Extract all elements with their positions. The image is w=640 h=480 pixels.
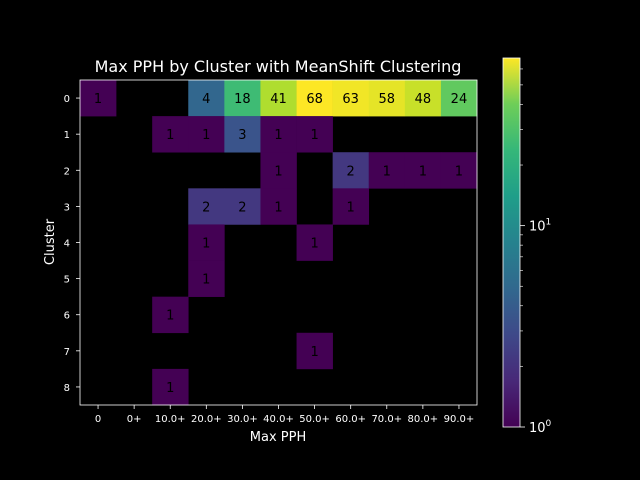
x-tick-label: 20.0+ [191, 414, 222, 425]
cell-value-label: 1 [310, 128, 318, 143]
y-tick-label: 0 [64, 94, 70, 105]
heatmap-cell [440, 80, 478, 117]
cell-value-label: 3 [238, 128, 246, 143]
cell-value-label: 1 [202, 273, 210, 288]
y-tick-label: 4 [64, 239, 70, 250]
cell-value-label: 1 [274, 164, 282, 179]
x-tick-label: 40.0+ [263, 414, 294, 425]
x-tick-label: 70.0+ [371, 414, 402, 425]
x-tick-label: 0+ [127, 414, 142, 425]
x-tick-label: 50.0+ [299, 414, 330, 425]
y-tick-label: 5 [64, 275, 70, 286]
cell-value-label: 58 [378, 92, 395, 107]
cell-value-label: 1 [274, 200, 282, 215]
cell-value-label: 1 [274, 128, 282, 143]
heatmap-cell [188, 116, 225, 153]
y-tick-label: 3 [64, 202, 70, 213]
cell-value-label: 2 [238, 200, 246, 215]
cell-value-label: 1 [347, 200, 355, 215]
y-tick-label: 6 [64, 311, 70, 322]
cell-value-label: 2 [347, 164, 355, 179]
cell-value-label: 1 [310, 237, 318, 252]
heatmap-cell [440, 152, 478, 189]
heatmap-cell [368, 80, 406, 117]
cell-value-label: 68 [306, 92, 323, 107]
heatmap-cell [332, 152, 370, 189]
heatmap-cell [188, 80, 225, 117]
cell-value-label: 1 [310, 345, 318, 360]
cell-value-label: 1 [202, 237, 210, 252]
heatmap-cell [296, 332, 333, 370]
heatmap-cell [296, 116, 333, 153]
y-tick-label: 8 [64, 383, 70, 394]
heatmap-cell [332, 188, 370, 225]
cell-value-label: 1 [419, 164, 427, 179]
heatmap-cell [260, 116, 297, 153]
x-tick-label: 30.0+ [227, 414, 258, 425]
cell-value-label: 18 [234, 92, 251, 107]
x-tick-label: 0 [95, 414, 101, 425]
x-tick-label: 10.0+ [155, 414, 186, 425]
x-tick-label: 60.0+ [335, 414, 366, 425]
heatmap-cell [80, 80, 117, 117]
y-axis: 0 1 2 3 4 5 6 7 8 [64, 94, 80, 394]
heatmap-cell [224, 116, 261, 153]
heatmap-cell [260, 80, 297, 117]
heatmap-cell [260, 152, 297, 189]
colorbar: 100 101 [502, 57, 552, 436]
colorbar-tick-label: 101 [529, 218, 551, 235]
cell-value-label: 63 [342, 92, 359, 107]
cell-value-label: 1 [455, 164, 463, 179]
heatmap-cell [188, 224, 225, 261]
cell-value-label: 2 [202, 200, 210, 215]
x-axis: 0 0+ 10.0+ 20.0+ 30.0+ 40.0+ 50.0+ 60.0+ 70.0+ 80… [95, 405, 474, 425]
y-tick-label: 7 [64, 347, 70, 358]
heatmap-cell [260, 188, 297, 225]
heatmap-cell [404, 152, 442, 189]
colorbar-tick-label: 100 [529, 419, 552, 436]
heatmap-cell [296, 224, 333, 261]
cell-value-label: 1 [94, 92, 102, 107]
heatmap-cell [152, 296, 189, 334]
heatmap-cell [188, 260, 225, 297]
x-axis-label: Max PPH [250, 430, 306, 445]
heatmap-cell [368, 152, 406, 189]
heatmap-cell [152, 368, 189, 406]
heatmap-cell [224, 80, 261, 117]
cell-value-label: 1 [383, 164, 391, 179]
cell-value-label: 1 [202, 128, 210, 143]
heatmap-cell [188, 188, 225, 225]
colorbar-gradient [502, 57, 521, 428]
x-tick-label: 90.0+ [444, 414, 475, 425]
plot-area: 1 4 18 41 68 63 58 48 24 1 1 3 1 1 1 2 1 1 1 2 2 1 1 1 1 1 1 1 1 [79, 79, 478, 406]
chart-title: Max PPH by Cluster with MeanShift Cluste… [95, 57, 462, 76]
cell-value-label: 41 [270, 92, 287, 107]
y-tick-label: 1 [64, 130, 70, 141]
cell-value-label: 24 [451, 92, 468, 107]
cell-value-label: 1 [166, 381, 174, 396]
heatmap-cell [332, 80, 370, 117]
cell-value-label: 4 [202, 92, 210, 107]
x-tick-label: 80.0+ [408, 414, 439, 425]
cell-value-label: 1 [166, 128, 174, 143]
heatmap-cell [152, 116, 189, 153]
cell-value-label: 1 [166, 309, 174, 324]
heatmap-cell [224, 188, 261, 225]
y-tick-label: 2 [64, 166, 70, 177]
y-axis-label: Cluster [43, 218, 58, 265]
cell-value-label: 48 [415, 92, 432, 107]
heatmap-cell [296, 80, 333, 117]
heatmap-cell [404, 80, 442, 117]
